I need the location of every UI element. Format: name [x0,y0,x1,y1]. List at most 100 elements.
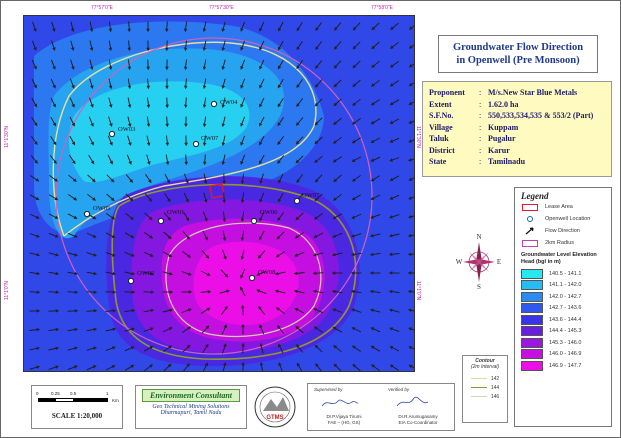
flow-arrow [370,118,381,125]
svg-text:OW06: OW06 [260,209,278,216]
info-key: Extent [429,99,452,109]
flow-arrow [202,116,207,128]
well-ow02[interactable]: OW02 [127,270,154,285]
flow-arrow [274,289,286,294]
coord-top-1: 77°57'0"E [91,5,113,11]
flow-arrow [89,21,94,33]
flow-arrow [29,346,41,351]
well-ow08[interactable]: OW08 [248,269,275,282]
ramp-label: 142.0 - 142.7 [549,293,582,300]
flow-arrow [258,154,265,165]
flow-arrow [48,365,60,370]
flow-arrow [314,117,323,126]
ramp-swatch [521,349,543,360]
sign-right-head: Verified by [388,387,410,392]
flow-arrow [203,154,207,166]
well-ow07[interactable]: OW07 [192,135,219,148]
flow-arrow [69,97,75,108]
legend-label: Openwell Location [545,216,591,222]
flow-arrow [333,41,342,50]
flow-arrow [240,59,246,70]
flow-arrow [351,137,362,144]
flow-arrow [407,252,414,257]
flow-arrow [369,252,381,257]
flow-arrow [240,173,245,185]
flow-arrow [276,231,285,240]
map-frame[interactable]: OW04 OW03 OW07 OW05 OW01 OW06 OW02 OW08 … [23,15,415,372]
openwell-icon [521,215,539,223]
coord-top-2: 77°57'30"E [209,5,234,11]
flow-arrow [314,174,323,183]
flow-arrow [240,211,245,223]
flow-arrow [48,327,60,332]
flow-arrow [222,211,227,223]
gtms-text: GTMS [266,415,283,421]
flow-arrow [332,326,343,333]
ramp-label: 145.3 - 146.0 [549,339,582,346]
flow-arrow [165,154,170,166]
flow-arrow [259,59,265,70]
flow-arrow [277,59,284,70]
flow-arrow [296,21,303,32]
flow-arrow [124,327,136,332]
info-row-extent: Extent:1.62.0 ha [429,99,605,111]
flow-arrow [389,157,400,162]
flow-arrow [295,155,304,164]
flow-arrow [127,59,132,71]
info-row-taluk: Taluk: Pugalur [429,133,605,145]
well-ow06[interactable]: OW06 [250,209,278,225]
flow-arrow [296,362,303,371]
flow-arrow [294,251,305,257]
contour-legend: Contour (2m Interval) 142 144 146 [462,355,508,423]
flow-arrow [202,343,209,353]
info-colon: : [479,134,482,143]
flow-arrow [86,232,97,238]
flow-arrow [352,22,361,31]
ramp-row: 140.5 - 141.1 [515,268,611,280]
compass-n: N [476,233,481,241]
flow-arrow [202,97,207,109]
legend-title: Legend [521,191,549,201]
flow-arrow [333,22,342,31]
flow-arrow [86,365,97,371]
flow-arrow [407,214,414,219]
flow-arrow [390,22,399,31]
info-value: Kuppam [488,122,519,132]
well-ow01[interactable]: OW01 [157,209,184,225]
legend-label: 2km Radius [545,240,575,246]
flow-arrow [183,40,188,52]
contour-label: 146 [490,393,500,400]
flow-arrow [370,345,381,352]
flow-arrow [352,363,361,371]
flow-arrow [107,154,113,165]
flow-arrow [32,21,37,32]
well-ow04[interactable]: OW04 [210,99,238,108]
contour-title: Contour [475,358,495,364]
flow-arrow [370,156,381,162]
flow-arrow [240,135,246,146]
flow-arrow [144,212,153,221]
flow-arrow [407,308,414,313]
info-row-state: State: Tamilnadu [429,156,605,168]
flow-arrow [202,78,207,90]
flow-arrow [126,154,132,165]
flow-arrow [48,271,60,276]
scale-tick-2: 0.5 [70,391,77,396]
flow-arrow [184,97,188,109]
flow-arrow [259,324,265,335]
flow-arrow [407,158,414,162]
svg-text:OW05: OW05 [93,205,110,212]
flow-arrow [333,117,342,126]
well-ow05[interactable]: OW05 [83,205,110,218]
well-ow07b[interactable]: OW07 [293,192,320,205]
flow-arrow [221,59,226,71]
coord-right-1: 11°1'30"N [415,126,421,148]
flow-arrow [124,346,135,352]
flow-arrow [86,271,98,276]
flow-arrow [221,324,227,335]
flow-arrow [202,362,208,371]
flow-arrow [105,308,117,313]
contour-line-swatch [470,378,487,379]
flow-arrow [222,343,227,354]
well-ow03[interactable]: OW03 [108,126,135,138]
